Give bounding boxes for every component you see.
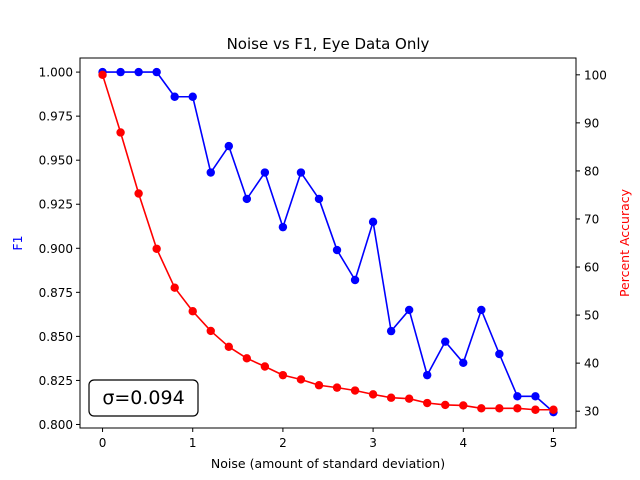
accuracy-point bbox=[513, 404, 522, 413]
left-tick-label: 0.900 bbox=[39, 242, 73, 256]
accuracy-point bbox=[350, 386, 360, 395]
f1-point bbox=[332, 245, 342, 255]
f1-point bbox=[531, 392, 540, 401]
accuracy-series-line bbox=[101, 74, 554, 411]
f1-point bbox=[404, 305, 414, 315]
accuracy-point bbox=[459, 401, 468, 410]
accuracy-point bbox=[98, 70, 107, 80]
chart-title: Noise vs F1, Eye Data Only bbox=[227, 35, 430, 53]
x-tick-label: 3 bbox=[369, 436, 377, 450]
f1-point bbox=[441, 337, 450, 346]
axes-frame bbox=[79, 57, 577, 429]
x-axis: 0 1 2 3 4 5 bbox=[99, 428, 558, 450]
left-tick-label: 0.925 bbox=[39, 198, 73, 212]
f1-point bbox=[152, 67, 161, 77]
x-tick-label: 5 bbox=[550, 436, 558, 450]
x-tick-label: 0 bbox=[99, 436, 107, 450]
left-tick-label: 0.850 bbox=[39, 330, 73, 344]
accuracy-point bbox=[206, 326, 215, 336]
left-tick-label: 0.875 bbox=[39, 286, 73, 300]
f1-point bbox=[242, 194, 252, 204]
accuracy-point bbox=[332, 383, 342, 392]
accuracy-point bbox=[386, 393, 396, 402]
accuracy-point bbox=[296, 375, 306, 384]
right-tick-label: 40 bbox=[584, 357, 599, 371]
f1-point bbox=[513, 392, 522, 401]
f1-point bbox=[495, 349, 504, 359]
accuracy-point bbox=[404, 394, 414, 403]
f1-point bbox=[170, 92, 179, 101]
accuracy-point bbox=[495, 404, 504, 413]
accuracy-point bbox=[477, 404, 486, 413]
accuracy-point bbox=[260, 362, 270, 371]
f1-point bbox=[477, 305, 486, 315]
right-tick-label: 60 bbox=[584, 261, 599, 275]
f1-point bbox=[188, 92, 197, 101]
right-tick-label: 70 bbox=[584, 212, 599, 226]
f1-point bbox=[296, 168, 306, 177]
left-axis-label: F1 bbox=[10, 235, 25, 250]
accuracy-point bbox=[423, 398, 432, 408]
accuracy-point bbox=[170, 283, 179, 292]
accuracy-point bbox=[314, 381, 324, 390]
left-tick-label: 0.800 bbox=[39, 418, 73, 432]
accuracy-point bbox=[242, 354, 252, 363]
sigma-annotation: σ=0.094 bbox=[102, 387, 184, 409]
f1-point bbox=[116, 67, 125, 77]
x-tick-label: 2 bbox=[279, 436, 287, 450]
right-tick-label: 50 bbox=[584, 309, 599, 323]
f1-point bbox=[278, 222, 288, 232]
sigma-annotation-box: σ=0.094 bbox=[88, 379, 199, 417]
f1-series-line bbox=[102, 71, 554, 413]
f1-point bbox=[459, 358, 468, 368]
accuracy-point bbox=[188, 307, 197, 316]
accuracy-point bbox=[441, 400, 450, 410]
x-tick-label: 1 bbox=[189, 436, 197, 450]
f1-point bbox=[368, 217, 378, 227]
accuracy-point bbox=[134, 189, 143, 198]
left-tick-label: 0.825 bbox=[39, 374, 73, 388]
left-axis: 0.800 0.825 0.850 0.875 0.900 0.925 0.950 0.975… bbox=[39, 66, 80, 432]
right-axis: 30 40 50 60 70 80 90 100 bbox=[576, 68, 607, 419]
left-tick-label: 0.975 bbox=[39, 110, 73, 124]
accuracy-point bbox=[531, 405, 540, 414]
f1-point bbox=[423, 370, 432, 380]
f1-point bbox=[260, 168, 270, 177]
plot-area bbox=[98, 67, 558, 417]
right-tick-label: 100 bbox=[584, 68, 607, 82]
accuracy-point bbox=[368, 390, 378, 399]
x-axis-label: Noise (amount of standard deviation) bbox=[211, 456, 445, 471]
x-tick-label: 4 bbox=[459, 436, 467, 450]
f1-point bbox=[224, 141, 233, 151]
f1-point bbox=[314, 194, 324, 204]
right-tick-label: 80 bbox=[584, 164, 599, 178]
f1-point bbox=[134, 67, 143, 77]
accuracy-point bbox=[224, 342, 233, 351]
right-axis-label: Percent Accuracy bbox=[617, 188, 632, 297]
right-tick-label: 30 bbox=[584, 405, 599, 419]
accuracy-point bbox=[152, 244, 161, 253]
right-tick-label: 90 bbox=[584, 116, 599, 130]
left-tick-label: 1.000 bbox=[39, 66, 73, 80]
accuracy-point bbox=[278, 370, 288, 380]
f1-point bbox=[206, 168, 215, 177]
accuracy-point bbox=[549, 405, 558, 414]
left-tick-label: 0.950 bbox=[39, 154, 73, 168]
f1-point bbox=[350, 275, 360, 285]
f1-point bbox=[386, 326, 396, 336]
accuracy-point bbox=[116, 128, 125, 137]
